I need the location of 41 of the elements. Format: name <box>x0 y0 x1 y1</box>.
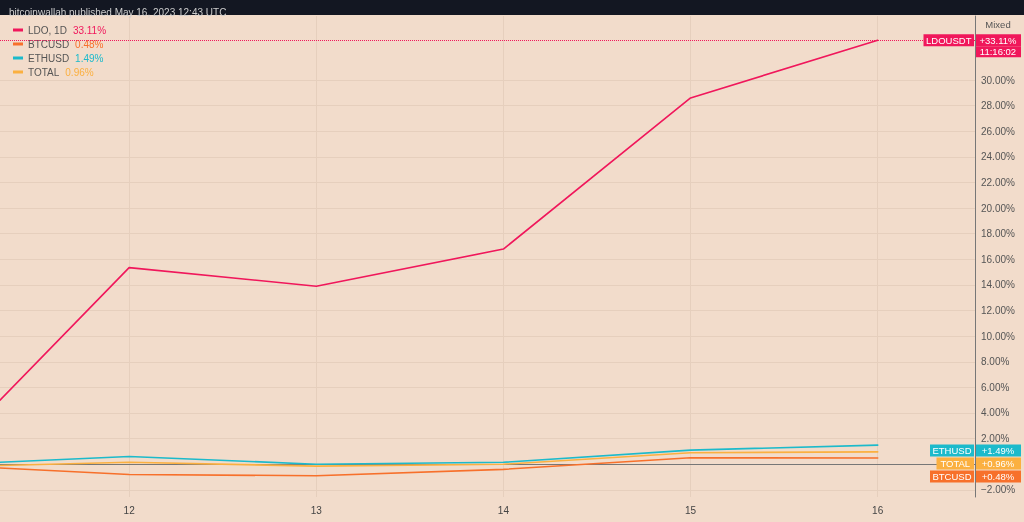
chart-title: bitcoinwallah published May 16, 2023 12:43 UTC <box>9 6 227 18</box>
annotation: 33.11% <box>72 24 107 36</box>
text: 11:16:02 <box>979 46 1017 58</box>
y-tick-label: 28.00% <box>981 100 1016 112</box>
y-tick-label: 22.00% <box>981 176 1016 188</box>
line-series <box>0 457 879 477</box>
line-series <box>0 444 879 466</box>
x-tick-label: 15 <box>684 504 697 516</box>
y-tick-label: 16.00% <box>981 253 1016 265</box>
line-series <box>0 451 879 467</box>
y-tick-label: −2.00% <box>981 484 1016 496</box>
text: +33.11% <box>979 34 1018 46</box>
text: +0.96% <box>981 458 1015 470</box>
annotation: ETHUSD <box>932 445 972 457</box>
text: +0.48% <box>981 471 1015 483</box>
y-tick-label: 8.00% <box>981 356 1010 368</box>
y-tick-label: 24.00% <box>981 151 1016 163</box>
y-tick-label: 18.00% <box>981 228 1016 240</box>
x-tick-label: 13 <box>310 504 323 516</box>
legend-label: LDO, 1D <box>28 24 67 36</box>
x-tick-label: 16 <box>872 504 884 516</box>
y-tick-label: 14.00% <box>981 279 1016 291</box>
annotation: LDOUSDT <box>926 34 972 46</box>
x-tick-label: 14 <box>497 504 510 516</box>
text: +1.49% <box>981 445 1015 457</box>
y-tick-label: 6.00% <box>981 381 1010 393</box>
y-tick-label: 12.00% <box>981 305 1016 317</box>
y-tick-label: 20.00% <box>981 202 1016 214</box>
text: Mixed <box>985 18 1011 30</box>
legend-label: ETHUSD <box>28 52 70 64</box>
annotation: BTCUSD <box>932 471 972 483</box>
y-tick-label: 4.00% <box>981 407 1010 419</box>
annotation: 1.49% <box>75 52 104 64</box>
y-tick-label: 26.00% <box>981 125 1016 137</box>
y-tick-label: 10.00% <box>981 330 1016 342</box>
annotation: 0.96% <box>65 66 94 78</box>
y-tick-label: 2.00% <box>981 433 1010 445</box>
legend-label: TOTAL <box>28 66 60 78</box>
x-tick-label: 12 <box>123 504 136 516</box>
y-tick-label: 30.00% <box>981 74 1016 86</box>
annotation: TOTAL <box>940 458 971 470</box>
